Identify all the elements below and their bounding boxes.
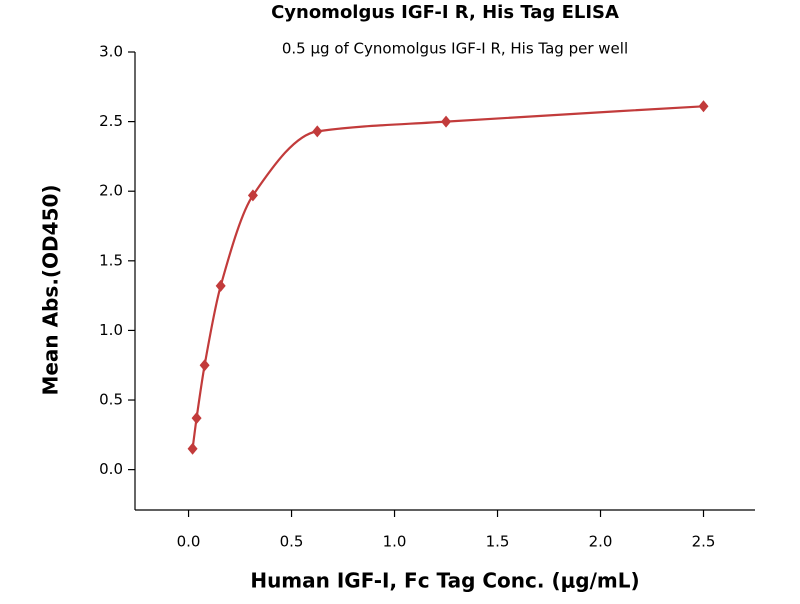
data-point (441, 115, 452, 128)
y-axis-title: Mean Abs.(OD450) (39, 184, 63, 395)
data-point (199, 359, 210, 372)
y-tick-label: 0.0 (99, 460, 123, 478)
x-tick-label: 2.5 (692, 533, 716, 551)
y-tick-label: 1.5 (99, 251, 123, 269)
y-tick-label: 2.0 (99, 182, 123, 200)
x-tick-label: 1.5 (486, 533, 510, 551)
x-tick-label: 2.0 (589, 533, 613, 551)
data-point (215, 279, 226, 292)
fit-curve (191, 105, 704, 449)
data-point (698, 100, 709, 113)
y-tick-label: 3.0 (99, 43, 123, 61)
chart-subtitle: 0.5 μg of Cynomolgus IGF-I R, His Tag pe… (282, 40, 628, 58)
x-tick-label: 1.0 (383, 533, 407, 551)
y-tick-label: 1.0 (99, 321, 123, 339)
y-tick-label: 0.5 (99, 391, 123, 409)
chart-title: Cynomolgus IGF-I R, His Tag ELISA (271, 2, 619, 23)
data-point (247, 189, 258, 202)
data-point (191, 412, 202, 425)
data-point (187, 442, 198, 455)
x-axis-title: Human IGF-I, Fc Tag Conc. (μg/mL) (250, 569, 639, 593)
data-point (312, 125, 323, 138)
x-tick-label: 0.5 (280, 533, 304, 551)
y-tick-label: 2.5 (99, 112, 123, 130)
x-tick-label: 0.0 (177, 533, 201, 551)
